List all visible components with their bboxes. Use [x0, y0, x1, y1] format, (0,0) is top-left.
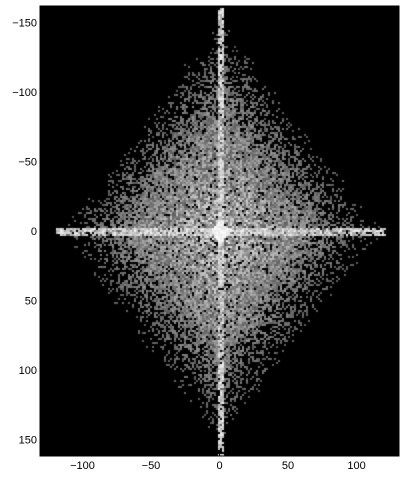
y-tick-label: −50 [18, 157, 37, 169]
y-axis: −150 −100 −50 0 50 100 150 [12, 18, 45, 446]
y-tick-label: 0 [31, 226, 37, 238]
x-tick-label: −50 [142, 460, 161, 472]
y-tick-label: −150 [12, 18, 37, 30]
y-tick-label: 50 [25, 295, 37, 307]
y-tick-label: 100 [19, 365, 37, 377]
x-tick-label: 50 [282, 460, 294, 472]
x-axis: −100 −50 0 50 100 [70, 451, 366, 472]
x-tick-label: 0 [216, 460, 222, 472]
x-tick-label: −100 [70, 460, 95, 472]
y-tick-label: 150 [19, 434, 37, 446]
spectrum-image [40, 6, 399, 456]
spectrum-raster [40, 6, 399, 456]
x-tick-label: 100 [347, 460, 365, 472]
y-tick-label: −100 [12, 87, 37, 99]
